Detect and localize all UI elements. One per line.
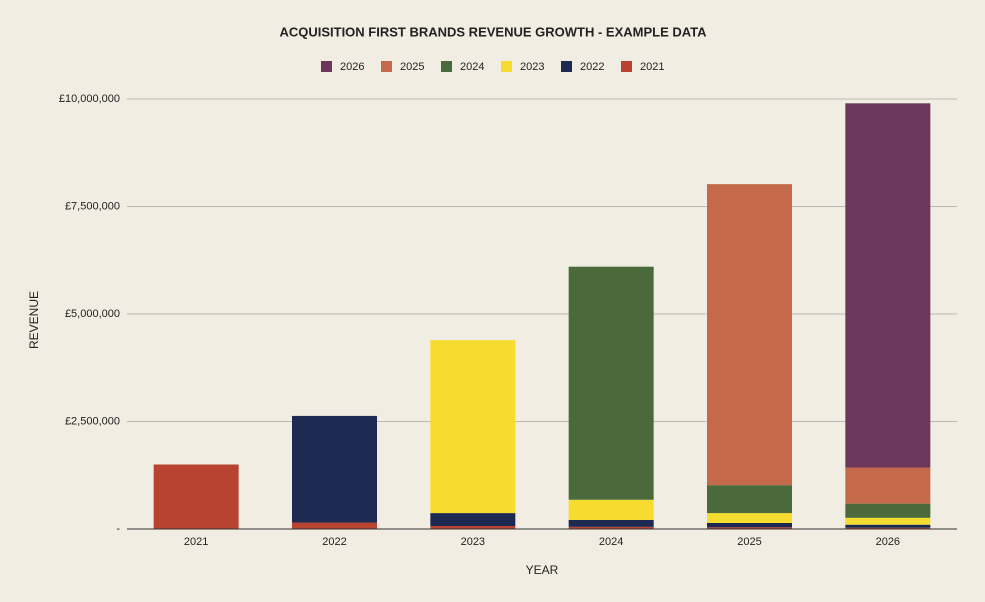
y-tick-label: £5,000,000 — [65, 308, 120, 320]
bar-segment — [707, 485, 792, 514]
legend-label: 2026 — [340, 61, 364, 73]
bar-segment — [845, 467, 931, 504]
bar-segment — [707, 513, 792, 523]
bar-segment — [707, 522, 792, 528]
bar-segment — [292, 415, 377, 523]
bar-segment — [568, 519, 654, 527]
x-tick-label: 2024 — [599, 536, 623, 548]
bar-segment — [568, 499, 654, 520]
x-tick-label: 2022 — [322, 536, 346, 548]
bar-segment — [707, 527, 792, 529]
legend-label: 2025 — [400, 61, 424, 73]
bar-segment — [845, 517, 931, 525]
chart-title: ACQUISITION FIRST BRANDS REVENUE GROWTH … — [279, 24, 707, 39]
x-tick-label: 2026 — [876, 536, 900, 548]
bar-segment — [568, 526, 654, 529]
bar-segment — [430, 340, 516, 514]
x-tick-label: 2025 — [737, 536, 761, 548]
x-tick-label: 2023 — [461, 536, 485, 548]
x-tick-label: 2021 — [184, 536, 208, 548]
legend-swatch — [561, 61, 572, 72]
bar-segment — [845, 503, 931, 518]
legend-label: 2024 — [460, 61, 484, 73]
legend-label: 2021 — [640, 61, 664, 73]
legend-swatch — [381, 61, 392, 72]
x-axis-title: YEAR — [526, 563, 559, 577]
legend-label: 2022 — [580, 61, 604, 73]
y-tick-label: - — [116, 523, 120, 535]
bar-segment — [430, 525, 516, 529]
bar-segment — [707, 184, 792, 486]
y-axis-title: REVENUE — [27, 291, 41, 349]
bar-segment — [845, 103, 931, 468]
bar-segment — [430, 513, 516, 526]
y-tick-label: £7,500,000 — [65, 200, 120, 212]
bar-segment — [845, 524, 931, 528]
bar-segment — [845, 527, 931, 529]
legend-label: 2023 — [520, 61, 544, 73]
y-tick-label: £2,500,000 — [65, 415, 120, 427]
bar-segment — [292, 522, 377, 529]
legend-swatch — [501, 61, 512, 72]
y-tick-label: £10,000,000 — [59, 93, 120, 105]
legend-swatch — [321, 61, 332, 72]
bar-segment — [568, 266, 654, 500]
legend-swatch — [621, 61, 632, 72]
bar-segment — [153, 464, 239, 529]
legend-swatch — [441, 61, 452, 72]
